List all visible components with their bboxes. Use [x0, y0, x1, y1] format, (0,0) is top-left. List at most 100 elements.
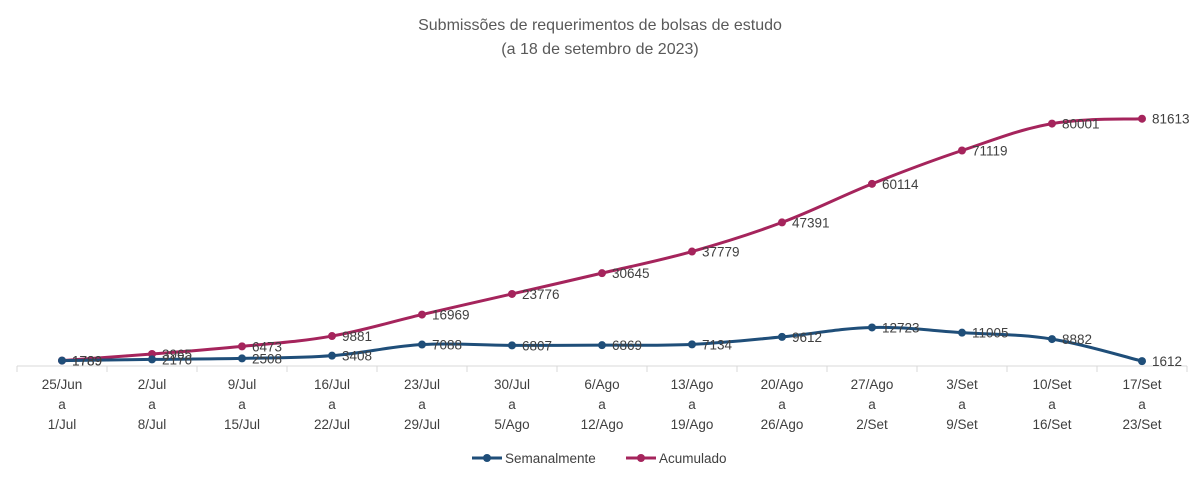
- data-point: [778, 218, 786, 227]
- x-tick-label-line: 9/Jul: [228, 377, 257, 392]
- data-point: [868, 179, 876, 188]
- x-tick-label-line: 10/Set: [1032, 377, 1071, 392]
- data-point: [1138, 357, 1146, 366]
- data-label: 2176: [162, 352, 192, 367]
- data-labels: 1789 3965 6473 9881 16969 23776 30645 37779 4739…: [72, 112, 1190, 369]
- x-tick-label-line: 13/Ago: [671, 377, 714, 392]
- data-label: 7134: [702, 337, 733, 352]
- x-tick-label: 2/Jul a 8/Jul: [138, 377, 167, 432]
- x-tick-label-line: 16/Jul: [314, 377, 350, 392]
- data-label: 1789: [72, 354, 102, 369]
- x-tick-label-line: 1/Jul: [48, 417, 77, 432]
- data-point: [328, 332, 336, 341]
- x-tick-label-line: a: [508, 397, 516, 412]
- x-tick-label-line: 8/Jul: [138, 417, 167, 432]
- x-tick-label-line: 23/Jul: [404, 377, 440, 392]
- x-tick-label: 23/Jul a 29/Jul: [404, 377, 440, 432]
- x-tick-label-line: a: [958, 397, 966, 412]
- x-tick-label: 10/Set a 16/Set: [1032, 377, 1071, 432]
- data-label: 81613: [1152, 112, 1190, 127]
- data-point: [778, 332, 786, 341]
- data-point: [1138, 114, 1146, 123]
- x-tick-label: 17/Set a 23/Set: [1122, 377, 1161, 432]
- legend-marker: [637, 454, 645, 462]
- data-point: [148, 355, 156, 364]
- legend-label: Acumulado: [659, 451, 727, 466]
- data-point: [958, 146, 966, 155]
- data-label: 16969: [432, 308, 470, 323]
- data-label: 3965: [162, 347, 192, 362]
- x-tick-label-line: 19/Ago: [671, 417, 714, 432]
- legend-label: Semanalmente: [505, 451, 596, 466]
- data-point: [958, 328, 966, 337]
- data-label: 60114: [882, 177, 919, 192]
- data-label: 30645: [612, 266, 650, 281]
- data-label: 80001: [1062, 117, 1100, 132]
- data-label: 71119: [972, 144, 1008, 159]
- data-label: 8882: [1062, 332, 1092, 347]
- data-label: 6807: [522, 338, 552, 353]
- data-point: [598, 269, 606, 278]
- x-tick-label-line: a: [328, 397, 336, 412]
- data-label: 37779: [702, 245, 740, 260]
- x-tick-label: 30/Jul a 5/Ago: [494, 377, 530, 432]
- x-tick-label-line: 22/Jul: [314, 417, 350, 432]
- data-label: 12723: [882, 320, 920, 335]
- x-tick-label-line: a: [418, 397, 426, 412]
- legend: Semanalmente Acumulado: [472, 451, 727, 466]
- data-label: 3408: [342, 349, 372, 364]
- data-point: [688, 247, 696, 256]
- data-point: [238, 354, 246, 363]
- data-point: [1048, 119, 1056, 128]
- x-axis: 25/Jun a 1/Jul 2/Jul a 8/Jul 9/Jul a 15/Jul 16/Ju…: [16, 365, 1188, 432]
- x-tick-label-line: 12/Ago: [581, 417, 624, 432]
- x-tick-label-line: a: [778, 397, 786, 412]
- data-point: [508, 289, 516, 298]
- x-tick-label-line: 5/Ago: [494, 417, 529, 432]
- x-tick-label-line: 26/Ago: [761, 417, 804, 432]
- data-label: 7088: [432, 338, 462, 353]
- x-tick-label-line: 17/Set: [1122, 377, 1161, 392]
- data-label: 9881: [342, 329, 372, 344]
- data-point: [508, 341, 516, 350]
- chart-title: Submissões de requerimentos de bolsas de…: [418, 17, 782, 34]
- x-tick-label-line: 15/Jul: [224, 417, 260, 432]
- x-tick-label-line: a: [1138, 397, 1146, 412]
- x-tick-label-line: a: [148, 397, 156, 412]
- data-point: [688, 340, 696, 349]
- x-tick-label: 20/Ago a 26/Ago: [761, 377, 804, 432]
- data-label: 11005: [972, 326, 1009, 341]
- data-label: 6869: [612, 338, 642, 353]
- data-point: [1048, 335, 1056, 344]
- x-tick-label-line: 2/Jul: [138, 377, 167, 392]
- x-tick-label: 16/Jul a 22/Jul: [314, 377, 350, 432]
- data-label: 1789: [72, 354, 102, 369]
- x-tick-label-line: a: [688, 397, 696, 412]
- x-tick-label-line: 3/Set: [946, 377, 978, 392]
- x-tick-label: 3/Set a 9/Set: [946, 377, 978, 432]
- x-tick-label-line: 16/Set: [1032, 417, 1071, 432]
- data-point: [868, 323, 876, 332]
- data-point: [598, 341, 606, 350]
- x-tick-label-line: 23/Set: [1122, 417, 1161, 432]
- x-tick-label-line: a: [238, 397, 246, 412]
- x-tick-label: 25/Jun a 1/Jul: [42, 377, 83, 432]
- x-tick-label-line: 29/Jul: [404, 417, 440, 432]
- data-point: [328, 351, 336, 360]
- data-label: 1612: [1152, 354, 1182, 369]
- data-label: 9612: [792, 330, 822, 345]
- data-label: 2508: [252, 351, 282, 366]
- x-tick-label-line: 27/Ago: [851, 377, 894, 392]
- data-label: 6473: [252, 339, 282, 354]
- data-point: [238, 342, 246, 351]
- legend-marker: [483, 454, 491, 462]
- data-point: [418, 310, 426, 319]
- x-tick-label-line: 6/Ago: [584, 377, 619, 392]
- data-label: 47391: [792, 215, 830, 230]
- x-tick-label-line: 2/Set: [856, 417, 888, 432]
- data-point: [418, 340, 426, 349]
- series-points: [58, 114, 1146, 366]
- chart-subtitle: (a 18 de setembro de 2023): [501, 41, 698, 58]
- x-tick-label-line: a: [868, 397, 876, 412]
